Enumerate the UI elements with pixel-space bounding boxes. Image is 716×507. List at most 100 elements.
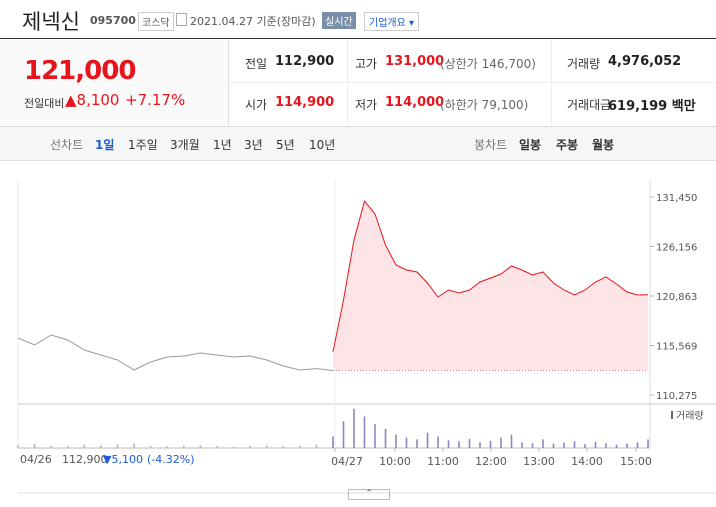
volume-bar <box>468 438 471 448</box>
period-tab[interactable]: 1일 <box>95 138 115 152</box>
info-label: 고가 <box>355 57 378 71</box>
info-divider <box>228 82 716 83</box>
volume-legend: 거래량 <box>676 410 704 422</box>
volume-bar <box>405 437 408 448</box>
overview-text: 기업개요 <box>369 18 406 29</box>
volume-bar <box>100 445 102 448</box>
info-value: 131,000 <box>385 54 445 69</box>
info-value: 112,900 <box>275 54 335 69</box>
volume-bar <box>33 443 36 448</box>
volume-bar <box>216 446 218 448</box>
candle-tab[interactable]: 주봉 <box>556 138 579 152</box>
y-tick-label: 126,156 <box>656 243 697 254</box>
market-badge: 코스닥 <box>138 12 174 31</box>
tab-bar <box>0 126 716 161</box>
volume-bar <box>594 441 597 448</box>
x-tick-label: 11:00 <box>427 455 459 468</box>
period-tab[interactable]: 1주일 <box>128 138 158 152</box>
volume-bar <box>17 445 19 448</box>
info-label: 거래대금 <box>567 98 612 112</box>
volume-bar <box>542 439 544 448</box>
volume-bar <box>531 443 534 448</box>
info-label: 거래량 <box>567 57 601 71</box>
header-rule <box>0 38 716 39</box>
period-tab[interactable]: 5년 <box>276 138 295 152</box>
volume-bar <box>133 443 135 448</box>
x-tick-label: 13:00 <box>523 455 555 468</box>
stock-name: 제넥신 <box>22 10 80 34</box>
x-tick-label: 04/27 <box>331 455 363 468</box>
volume-bar <box>182 445 185 448</box>
volume-bar <box>636 442 639 448</box>
period-tab[interactable]: 10년 <box>309 138 336 152</box>
price-line <box>332 200 649 352</box>
volume-bar <box>479 442 481 448</box>
volume-bar <box>282 446 285 448</box>
calendar-icon <box>176 13 187 26</box>
info-label: 시가 <box>245 98 268 112</box>
volume-bar <box>447 440 450 448</box>
candle-tab[interactable]: 월봉 <box>592 138 615 152</box>
overview-button[interactable]: 기업개요 ▾ <box>364 12 420 31</box>
realtime-button[interactable]: 실시간 <box>322 12 356 29</box>
volume-bar <box>626 443 628 448</box>
volume-bar <box>199 445 202 448</box>
period-tab[interactable]: 1년 <box>213 138 232 152</box>
volume-bar <box>363 416 366 448</box>
info-value: 619,199 백만 <box>608 99 696 114</box>
stock-code: 095700 <box>90 14 136 27</box>
volume-bar <box>615 444 618 448</box>
volume-bar <box>426 432 429 448</box>
info-value: 114,900 <box>275 95 335 110</box>
footer-close: 112,900 <box>62 453 108 466</box>
volume-bar <box>384 428 387 448</box>
info-note: (상한가 146,700) <box>440 57 536 71</box>
volume-bar <box>232 446 235 448</box>
volume-bar <box>521 442 523 448</box>
volume-bar <box>605 443 607 448</box>
volume-bar <box>299 445 301 448</box>
volume-bar <box>374 424 376 448</box>
volume-bar <box>437 436 439 448</box>
chart: 131,450 126,156 120,863 115,569 110,275 거래량 04… <box>17 180 716 494</box>
volume-bar <box>66 446 69 448</box>
info-note: (하한가 79,100) <box>440 98 529 112</box>
volume-bar <box>149 445 152 448</box>
volume-bar <box>353 408 355 448</box>
volume-bar <box>265 445 268 448</box>
info-value: 4,976,052 <box>608 54 682 69</box>
volume-bar <box>500 437 502 448</box>
info-label: 전일 <box>245 57 268 71</box>
y-tick-label: 120,863 <box>656 292 697 303</box>
period-tab[interactable]: 3개월 <box>170 138 200 152</box>
y-tick-label: 115,569 <box>656 341 697 352</box>
x-tick-label: 10:00 <box>379 455 411 468</box>
volume-bar <box>510 434 513 448</box>
current-price: 121,000 <box>24 56 136 86</box>
price-diff: ▲8,100 <box>65 91 120 109</box>
period-tab[interactable]: 3년 <box>244 138 263 152</box>
line-chart-label: 선차트 <box>50 138 84 152</box>
volume-bar <box>395 434 397 448</box>
info-value: 114,000 <box>385 95 445 110</box>
price-rate: +7.17% <box>125 91 186 109</box>
volume-bar <box>50 445 52 448</box>
footer-date: 04/26 <box>20 453 52 466</box>
volume-bar <box>584 444 586 448</box>
x-tick-label: 15:00 <box>620 455 652 468</box>
footer-rate: (-4.32%) <box>147 453 195 466</box>
volume-bar <box>342 421 345 448</box>
y-tick-label: 110,275 <box>656 391 697 402</box>
info-label: 저가 <box>355 98 378 112</box>
volume-bar <box>573 441 576 448</box>
volume-bar <box>332 436 334 448</box>
volume-bar <box>416 439 418 448</box>
collapse-button[interactable]: ⌃ <box>348 489 390 500</box>
candle-tab[interactable]: 일봉 <box>519 138 542 152</box>
price-area <box>333 201 648 371</box>
price-box <box>0 40 229 125</box>
volume-bar <box>83 444 86 448</box>
volume-bar <box>315 444 318 448</box>
volume-bar <box>249 445 251 448</box>
